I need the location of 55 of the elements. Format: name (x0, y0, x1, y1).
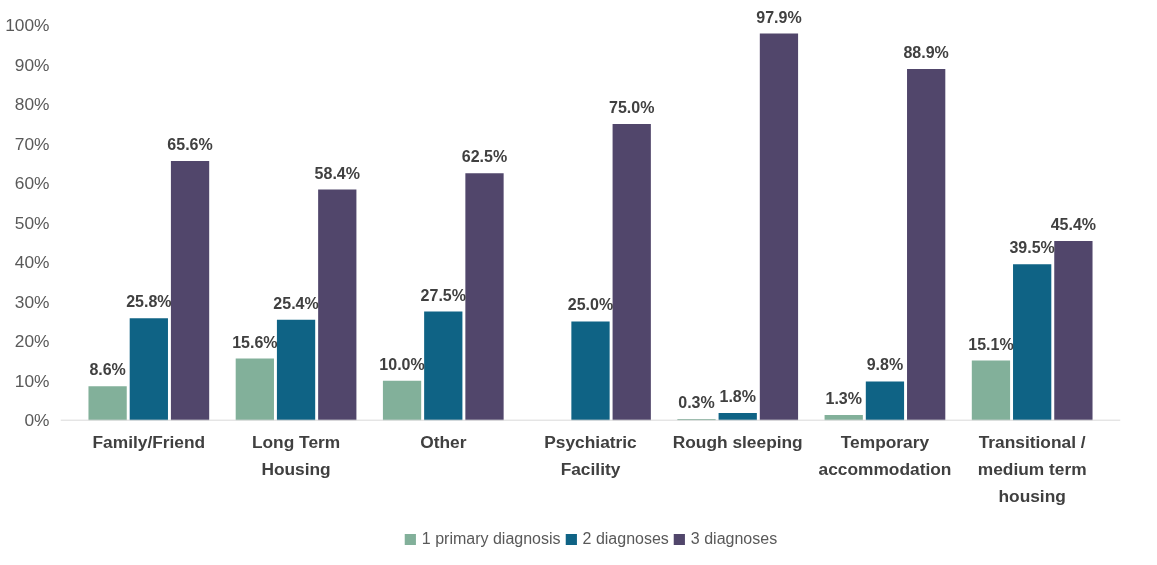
data-label: 25.0% (567, 296, 614, 314)
bar (424, 311, 463, 421)
y-tick-label: 10% (14, 370, 50, 391)
x-tick-label: Rough sleeping (672, 432, 803, 453)
bar (759, 33, 799, 421)
bar (971, 360, 1011, 421)
bar (907, 69, 946, 421)
y-tick-label: 20% (14, 331, 50, 352)
bar (865, 381, 905, 421)
data-label: 58.4% (314, 164, 360, 182)
data-label: 8.6% (89, 361, 126, 379)
data-label: 88.9% (903, 44, 949, 62)
data-label: 9.8% (866, 356, 904, 374)
legend-label: 1 primary diagnosis (421, 530, 561, 548)
y-tick-label: 100% (5, 15, 50, 36)
y-tick-label: 30% (14, 291, 50, 312)
x-tick-label: Other (420, 432, 467, 453)
y-tick-label: 70% (14, 133, 50, 154)
bar (612, 123, 651, 421)
y-tick-label: 50% (14, 212, 50, 233)
data-label: 65.6% (167, 136, 213, 154)
data-label: 75.0% (609, 98, 655, 116)
y-tick-label: 60% (14, 173, 50, 194)
bar (129, 318, 168, 421)
legend-label: 3 diagnoses (690, 530, 778, 548)
y-tick-label: 80% (14, 94, 50, 115)
x-tick-label: Psychiatric Facility (544, 432, 638, 480)
x-tick-label: Transitional / medium term housing (977, 432, 1087, 507)
bar (382, 380, 422, 421)
bar (824, 415, 863, 421)
bar (170, 161, 210, 421)
data-label: 62.5% (461, 148, 508, 166)
x-tick-label: Temporary accommodation (818, 432, 952, 480)
data-label: 25.8% (126, 293, 172, 311)
data-label: 1.3% (825, 390, 862, 408)
y-tick-label: 40% (14, 252, 50, 273)
y-tick-label: 90% (14, 54, 50, 75)
bar (276, 319, 316, 421)
bar (318, 189, 357, 421)
data-label: 97.9% (756, 8, 802, 26)
data-label: 1.8% (719, 388, 756, 406)
bar (88, 386, 127, 421)
data-label: 15.6% (232, 333, 278, 351)
x-tick-label: Long Term Housing (251, 432, 341, 480)
y-tick-label: 0% (24, 410, 50, 431)
data-label: 0.3% (678, 393, 715, 411)
legend-label: 2 diagnoses (582, 530, 669, 548)
data-label: 45.4% (1050, 215, 1097, 233)
bar (718, 413, 757, 421)
bar (1013, 264, 1052, 421)
bar (465, 173, 504, 421)
bar (235, 358, 274, 421)
x-tick-label: Family/Friend (92, 432, 206, 453)
bar (571, 321, 610, 421)
bar (1054, 240, 1093, 421)
